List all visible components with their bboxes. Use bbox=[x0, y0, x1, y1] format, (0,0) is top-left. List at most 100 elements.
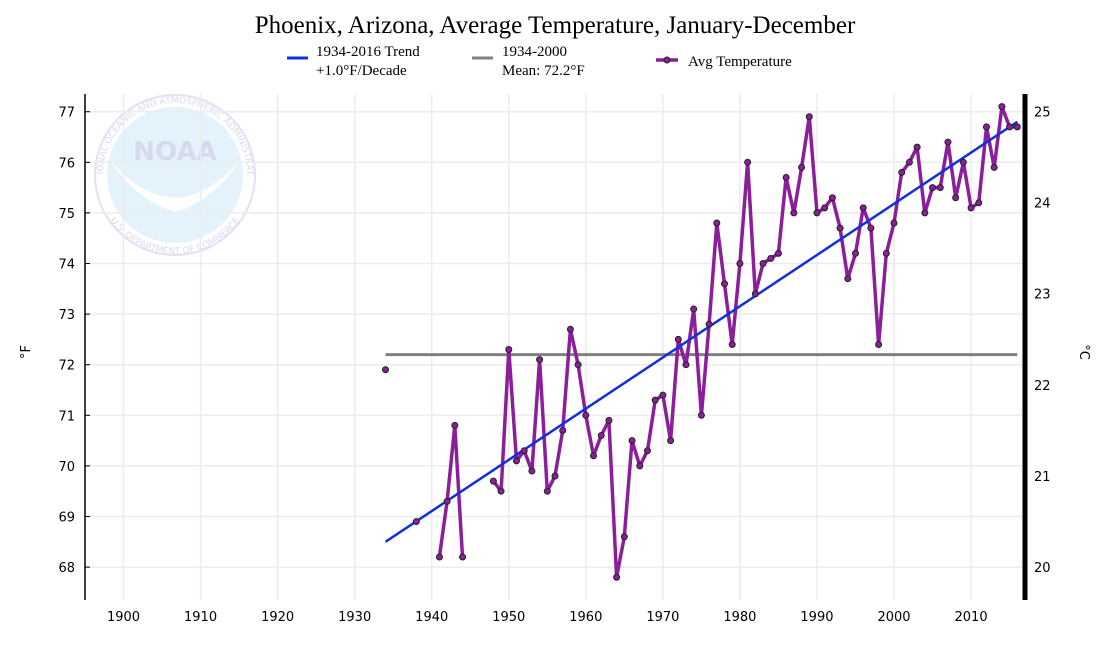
avg-temperature-point bbox=[697, 411, 705, 419]
avg-temperature-point bbox=[505, 346, 513, 354]
avg-temperature-point bbox=[582, 411, 590, 419]
avg-temperature-point bbox=[451, 421, 459, 429]
avg-temperature-point bbox=[898, 168, 906, 176]
avg-temperature-point bbox=[551, 472, 559, 480]
avg-temperature-point bbox=[767, 254, 775, 262]
avg-temperature-point bbox=[782, 173, 790, 181]
x-tick-label: 1990 bbox=[800, 610, 833, 625]
watermark-disc bbox=[107, 107, 243, 243]
avg-temperature-point bbox=[628, 437, 636, 445]
avg-temperature-point bbox=[667, 437, 675, 445]
x-tick-label: 2000 bbox=[877, 610, 910, 625]
avg-temperature-point bbox=[459, 553, 467, 561]
avg-temperature-point bbox=[913, 143, 921, 151]
legend: 1934-2016 Trend +1.0°F/Decade 1934-2000 … bbox=[287, 44, 792, 79]
y-tick-label: 70 bbox=[58, 460, 75, 475]
noaa-watermark: NOAA NATIONAL OCEANIC AND ATMOSPHERIC AD… bbox=[0, 0, 256, 257]
avg-temperature-point bbox=[751, 290, 759, 298]
avg-temperature-point bbox=[774, 249, 782, 257]
avg-temperature-point bbox=[620, 533, 628, 541]
avg-temperature-point bbox=[381, 366, 389, 374]
plot-series bbox=[381, 103, 1021, 581]
avg-temperature-point bbox=[435, 553, 443, 561]
avg-temperature-point bbox=[936, 184, 944, 192]
y2-tick-label: 22 bbox=[1034, 379, 1051, 394]
chart-title: Phoenix, Arizona, Average Temperature, J… bbox=[255, 12, 856, 39]
avg-temperature-point bbox=[998, 103, 1006, 111]
avg-temperature-line bbox=[437, 423, 465, 558]
legend-avg-label: Avg Temperature bbox=[688, 54, 792, 70]
y-tick-label: 74 bbox=[58, 258, 75, 273]
x-tick-label: 1930 bbox=[338, 610, 371, 625]
y-tick-label: 77 bbox=[58, 106, 75, 121]
avg-temperature-point bbox=[890, 219, 898, 227]
avg-temperature-point bbox=[905, 158, 913, 166]
avg-temperature-line bbox=[492, 104, 1018, 579]
avg-temperature-point bbox=[1013, 123, 1021, 131]
avg-temperature-point bbox=[559, 426, 567, 434]
avg-temperature-point bbox=[952, 194, 960, 202]
avg-temperature-point bbox=[443, 497, 451, 505]
x-tick-label: 1970 bbox=[646, 610, 679, 625]
y2-tick-label: 20 bbox=[1034, 561, 1051, 576]
x-tick-label: 1980 bbox=[723, 610, 756, 625]
avg-temperature-point bbox=[744, 158, 752, 166]
y-tick-label: 69 bbox=[58, 511, 75, 526]
x-tick-label: 1950 bbox=[492, 610, 525, 625]
trend-line bbox=[384, 120, 1018, 543]
avg-temperature-point bbox=[875, 340, 883, 348]
avg-temperature-point bbox=[967, 204, 975, 212]
avg-temperature-point bbox=[543, 487, 551, 495]
avg-temperature-point bbox=[859, 204, 867, 212]
avg-temperature-point bbox=[512, 457, 520, 465]
avg-temperature-point bbox=[828, 194, 836, 202]
avg-temperature-point bbox=[682, 361, 690, 369]
avg-temperature-point bbox=[959, 158, 967, 166]
legend-mean-label-line1: 1934-2000 bbox=[502, 44, 567, 60]
y-tick-label: 76 bbox=[58, 156, 75, 171]
avg-temperature-point bbox=[651, 396, 659, 404]
avg-temperature-point bbox=[705, 320, 713, 328]
avg-temperature-point bbox=[982, 123, 990, 131]
avg-temperature-point bbox=[613, 573, 621, 581]
y-tick-label: 68 bbox=[58, 561, 75, 576]
avg-temperature-point bbox=[497, 487, 505, 495]
y2-tick-label: 23 bbox=[1034, 288, 1051, 303]
legend-trend-label-line1: 1934-2016 Trend bbox=[316, 44, 420, 60]
avg-temperature-point bbox=[851, 249, 859, 257]
avg-temperature-point bbox=[643, 447, 651, 455]
avg-temperature-point bbox=[597, 432, 605, 440]
y-axis-label: °F bbox=[19, 345, 34, 359]
y2-tick-label: 25 bbox=[1034, 105, 1051, 120]
avg-temperature-point bbox=[805, 113, 813, 121]
y-tick-label: 73 bbox=[58, 308, 75, 323]
avg-temperature-point bbox=[844, 275, 852, 283]
avg-temperature-point bbox=[790, 209, 798, 217]
avg-temperature-point bbox=[721, 280, 729, 288]
avg-temperature-point bbox=[520, 447, 528, 455]
legend-trend-label-line2: +1.0°F/Decade bbox=[316, 63, 407, 79]
avg-temperature-point bbox=[489, 477, 497, 485]
y2-tick-label: 21 bbox=[1034, 470, 1051, 485]
x-tick-label: 1960 bbox=[569, 610, 602, 625]
watermark-ring bbox=[94, 94, 256, 256]
y2-axis-label: °C bbox=[1076, 344, 1091, 360]
avg-temperature-point bbox=[867, 224, 875, 232]
x-tick-label: 1910 bbox=[184, 610, 217, 625]
avg-temperature-point bbox=[759, 260, 767, 268]
avg-temperature-point bbox=[674, 335, 682, 343]
avg-temperature-point bbox=[728, 340, 736, 348]
avg-temperature-point bbox=[605, 416, 613, 424]
x-tick-label: 2010 bbox=[955, 610, 988, 625]
avg-temperature-point bbox=[821, 204, 829, 212]
avg-temperature-point bbox=[921, 209, 929, 217]
legend-avg-marker bbox=[663, 56, 671, 64]
y-tick-label: 75 bbox=[58, 207, 75, 222]
y2-tick-label: 24 bbox=[1034, 196, 1051, 211]
legend-mean-label-line2: Mean: 72.2°F bbox=[502, 63, 585, 79]
avg-temperature-point bbox=[412, 518, 420, 526]
avg-temperature-point bbox=[566, 325, 574, 333]
x-tick-label: 1900 bbox=[107, 610, 140, 625]
avg-temperature-point bbox=[690, 305, 698, 313]
